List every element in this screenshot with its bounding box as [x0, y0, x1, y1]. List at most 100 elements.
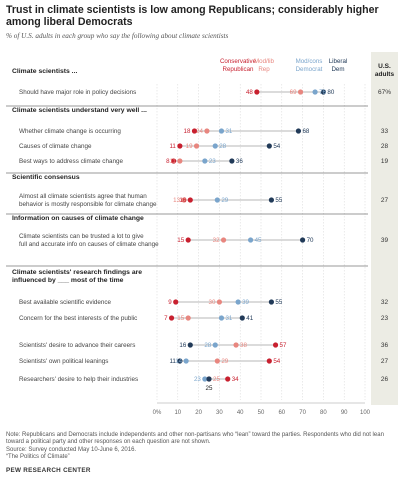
dot-mod-dem	[218, 315, 225, 321]
value-label: 76	[319, 89, 326, 96]
dot-mod-dem	[312, 89, 318, 95]
dot-cons-rep	[185, 237, 191, 243]
section-header: Information on causes of climate change	[12, 215, 144, 222]
dot-mod-rep	[220, 237, 227, 243]
adults-header: U.S.	[378, 63, 391, 70]
value-label: 55	[275, 197, 282, 204]
value-label: 32	[213, 237, 220, 244]
row-label: Best available scientific evidence	[19, 299, 112, 306]
chart-subtitle: % of U.S. adults in each group who say t…	[6, 32, 229, 40]
value-label: 11	[169, 358, 176, 365]
dot-lib-dem	[239, 315, 245, 321]
value-label: 48	[246, 89, 253, 96]
row-label: Researchers' desire to help their indust…	[19, 376, 138, 383]
value-label: 13	[173, 197, 180, 204]
value-label: 70	[307, 237, 314, 244]
x-tick-label: 50	[258, 410, 265, 416]
dot-plot-chart: U.S.adultsConservativeRepublicanMod/libR…	[6, 52, 398, 416]
dot-mod-rep	[177, 158, 183, 164]
value-label: 11	[169, 143, 176, 150]
dot-lib-dem	[229, 158, 235, 164]
brand-logo-text: PEW RESEARCH CENTER	[6, 467, 91, 474]
dot-mod-dem	[214, 197, 220, 203]
chart-title: Trust in climate scientists is low among…	[6, 4, 379, 28]
legend-label: Liberal	[329, 58, 348, 65]
value-label: 55	[275, 299, 282, 306]
x-tick-label: 30	[216, 410, 223, 416]
value-label: 23	[209, 158, 216, 165]
dot-cons-rep	[191, 128, 198, 134]
legend-label: Conservative	[220, 58, 257, 65]
row-label: Concern for the best interests of the pu…	[19, 315, 137, 322]
value-label: 25	[206, 385, 213, 392]
row-label: Whether climate change is occurring	[19, 128, 121, 135]
row-label: Climate scientists can be trusted a lot …	[19, 233, 159, 248]
value-label: 15	[177, 237, 184, 244]
adults-value: 23	[381, 315, 389, 322]
report-title: “The Politics of Climate”	[6, 454, 70, 461]
value-label: 68	[302, 128, 309, 135]
value-label: 19	[186, 143, 193, 150]
x-tick-label: 60	[278, 410, 285, 416]
legend-label: Rep	[258, 66, 270, 73]
adults-value: 39	[381, 237, 389, 244]
value-label: 29	[221, 197, 228, 204]
adults-value: 67%	[378, 89, 391, 96]
adults-value: 28	[381, 143, 389, 150]
dot-mod-dem	[202, 376, 208, 382]
value-label: 11	[169, 158, 176, 165]
dot-cons-rep	[173, 299, 179, 305]
value-label: 7	[164, 315, 168, 322]
dot-lib-dem	[268, 197, 274, 203]
value-label: 15	[177, 315, 184, 322]
notes: Note: Republicans and Democrats include …	[6, 432, 402, 462]
dot-mod-rep	[193, 143, 200, 149]
value-label: 31	[225, 128, 232, 135]
x-tick-label: 20	[195, 410, 202, 416]
dot-cons-rep	[177, 143, 183, 149]
dot-mod-rep	[216, 299, 222, 305]
dot-cons-rep	[187, 197, 193, 203]
legend-label: Dem	[331, 66, 344, 73]
x-tick-label: 90	[341, 410, 348, 416]
value-label: 9	[168, 299, 172, 306]
dot-lib-dem	[206, 376, 212, 382]
value-label: 54	[273, 143, 280, 150]
note-text: Note: Republicans and Democrats include …	[6, 432, 384, 446]
adults-value: 26	[381, 376, 389, 383]
source-text: Source: Survey conducted May 10-June 6, …	[6, 446, 137, 453]
adults-header: adults	[375, 71, 395, 78]
dot-lib-dem	[268, 299, 274, 305]
dot-lib-dem	[300, 237, 306, 243]
dot-cons-rep	[254, 89, 260, 95]
dot-cons-rep	[225, 376, 231, 382]
legend-label: Republican	[223, 66, 255, 73]
dot-cons-rep	[272, 342, 279, 348]
row-label: Best ways to address climate change	[19, 158, 123, 165]
value-label: 31	[225, 315, 232, 322]
adults-column-bg	[371, 52, 398, 405]
dot-lib-dem	[177, 358, 183, 364]
value-label: 16	[179, 197, 186, 204]
value-label: 34	[232, 376, 239, 383]
dot-mod-dem	[235, 299, 241, 305]
adults-value: 27	[381, 358, 389, 365]
dot-mod-rep	[204, 128, 210, 134]
value-label: 29	[221, 358, 228, 365]
row-label: Scientists' desire to advance their care…	[19, 342, 135, 349]
dot-lib-dem	[266, 143, 272, 149]
x-tick-label: 40	[237, 410, 244, 416]
x-tick-label: 70	[299, 410, 306, 416]
row-label: Almost all climate scientists agree that…	[19, 193, 157, 208]
value-label: 28	[204, 342, 211, 349]
dot-mod-dem	[248, 237, 254, 243]
adults-value: 33	[381, 128, 389, 135]
dot-mod-rep	[214, 358, 220, 364]
value-label: 54	[273, 358, 280, 365]
section-header: Scientific consensus	[12, 174, 80, 181]
section-header: Climate scientists' research findings ar…	[12, 269, 142, 284]
value-label: 14	[175, 358, 182, 365]
legend-label: Mod/lib	[254, 58, 275, 65]
value-label: 38	[240, 342, 247, 349]
adults-value: 27	[381, 197, 389, 204]
